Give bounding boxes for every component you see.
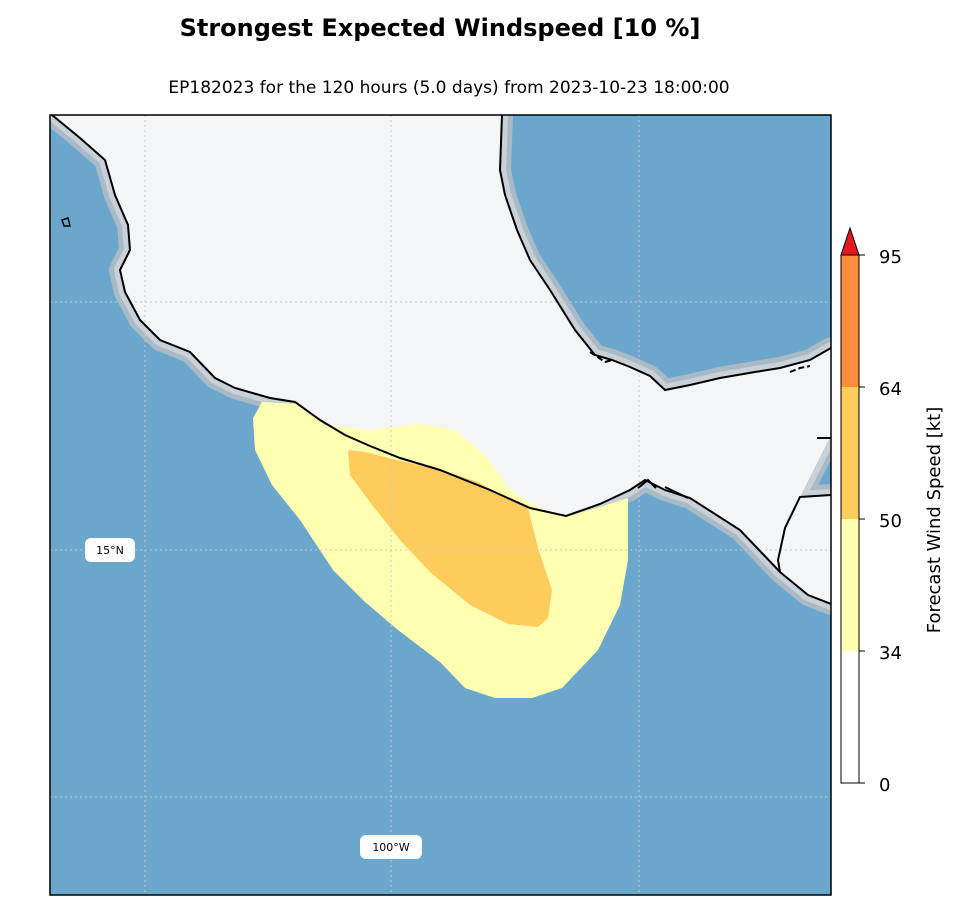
wind-swath-50-64kt [348,450,552,627]
colorbar-tick-50: 50 [879,511,902,532]
border-line [776,437,831,573]
coastline-small-island [61,217,71,227]
colorbar-segment-34-50 [841,519,859,651]
colorbar-label: Forecast Wind Speed [kt] [924,407,945,634]
colorbar-extend-arrow [840,226,860,256]
colorbar-tick-64: 64 [879,379,902,400]
colorbar: 0 34 50 64 95 Forecast Wind Speed [kt] [840,226,945,796]
colorbar-tick-95: 95 [879,247,902,268]
svg-text:100°W: 100°W [372,841,409,854]
colorbar-segment-50-64 [841,387,859,519]
lat-label-15n: 15°N [85,538,135,562]
lon-label-100w: 100°W [360,835,422,859]
colorbar-segment-0-34 [841,651,859,783]
coastline [51,115,831,605]
chart-subtitle: EP182023 for the 120 hours (5.0 days) fr… [168,78,730,98]
chart-title: Strongest Expected Windspeed [10 %] [179,14,701,42]
coastline-lagoon [589,351,811,373]
map-area: 15°N 100°W [50,115,831,895]
colorbar-tick-34: 34 [879,643,902,664]
svg-text:15°N: 15°N [96,544,124,557]
land [50,115,831,604]
colorbar-tick-0: 0 [879,775,890,796]
gridlines [50,115,831,895]
coastline-lagoon-2 [637,478,689,499]
map-frame [49,114,832,896]
colorbar-segment-64-95 [841,255,859,387]
